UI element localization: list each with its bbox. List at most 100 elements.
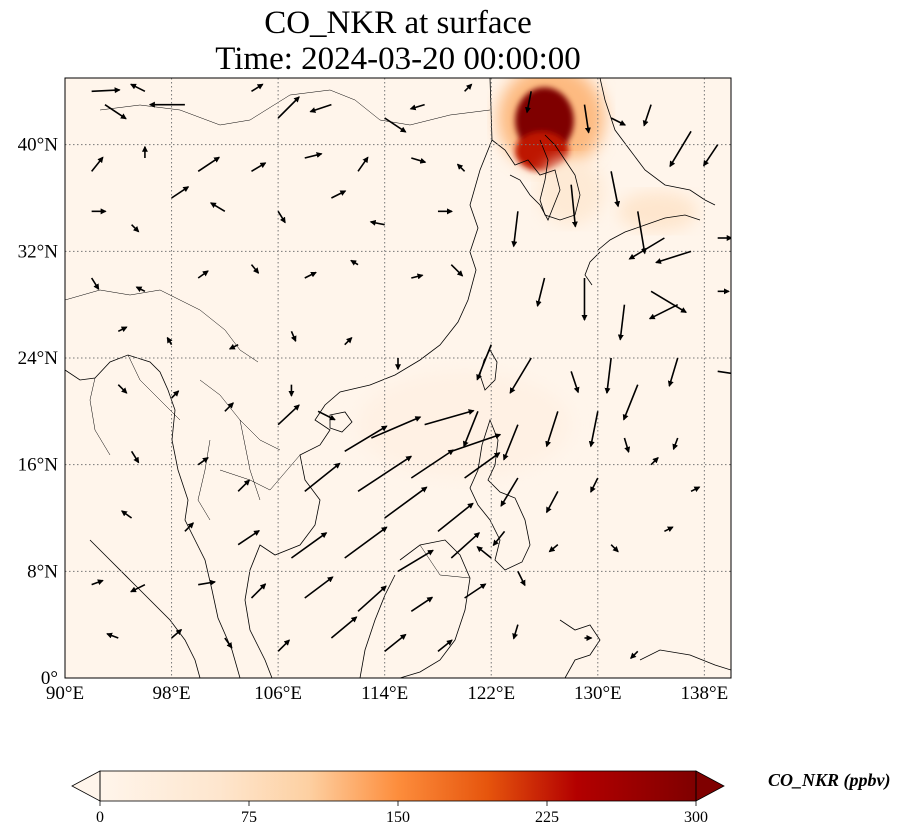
- wind-arrow: [464, 583, 487, 599]
- lat-tick-label: 16°N: [18, 455, 59, 476]
- wind-arrow: [304, 462, 341, 492]
- wind-arrow: [545, 490, 559, 514]
- wind-arrow: [464, 452, 501, 479]
- wind-arrow: [610, 544, 619, 553]
- wind-arrow: [171, 628, 183, 639]
- wind-arrow: [411, 157, 427, 164]
- wind-arrow: [304, 152, 323, 159]
- wind-arrow: [277, 404, 300, 426]
- plume-blob: [358, 371, 572, 478]
- colorbar-extend-min: [71, 770, 101, 802]
- wind-arrow: [357, 585, 387, 612]
- lat-tick-label: 32°N: [18, 241, 59, 262]
- wind-arrow: [437, 502, 474, 532]
- wind-arrow: [717, 370, 731, 375]
- wind-arrow: [397, 549, 434, 573]
- wind-arrow: [290, 331, 297, 343]
- wind-arrow: [135, 286, 146, 293]
- lon-tick-label: 106°E: [254, 683, 302, 704]
- wind-arrow: [450, 532, 481, 559]
- map-time: Time: 2024-03-20 00:00:00: [215, 41, 581, 77]
- wind-arrow: [250, 264, 260, 274]
- wind-arrow: [617, 304, 626, 341]
- wind-arrow: [130, 583, 146, 593]
- wind-arrow: [224, 402, 234, 412]
- wind-arrow: [690, 486, 701, 493]
- wind-arrow: [650, 456, 659, 466]
- wind-arrow: [317, 410, 336, 421]
- wind-arrow: [456, 163, 466, 172]
- lon-tick-label: 114°E: [361, 683, 408, 704]
- wind-arrow: [197, 457, 209, 466]
- wind-arrow: [357, 156, 369, 172]
- wind-arrow: [304, 576, 334, 599]
- wind-arrow: [650, 290, 687, 314]
- lat-tick-label: 24°N: [18, 348, 59, 369]
- wind-arrow: [350, 259, 359, 266]
- lat-tick-label: 0°: [41, 668, 58, 689]
- wind-arrow: [384, 117, 407, 133]
- wind-arrow: [628, 237, 665, 260]
- wind-arrow: [357, 455, 413, 493]
- wind-arrow: [535, 277, 546, 307]
- wind-arrow: [237, 530, 260, 546]
- wind-arrow: [464, 83, 473, 92]
- wind-arrow: [476, 344, 492, 381]
- wind-arrow: [451, 433, 502, 453]
- wind-arrow: [630, 650, 639, 660]
- wind-arrow: [198, 579, 216, 586]
- latitude-ticks: 0° 8°N 16°N 24°N 32°N 40°N: [18, 135, 59, 689]
- map-background: [65, 78, 731, 678]
- colorbar-tick-label: 0: [96, 809, 104, 826]
- colorbar: 0 75 150 225 300: [71, 770, 725, 826]
- wind-arrow: [91, 87, 121, 94]
- wind-arrow: [476, 546, 492, 559]
- coastline-philippines: [469, 418, 531, 571]
- wind-arrow: [277, 210, 286, 224]
- wind-arrow: [250, 583, 267, 599]
- colorbar-gradient: [100, 771, 696, 801]
- country-borders: [65, 89, 491, 579]
- coastline-taiwan: [479, 349, 498, 391]
- lon-tick-label: 130°E: [574, 683, 622, 704]
- wind-arrow: [570, 371, 580, 394]
- wind-arrow: [91, 156, 104, 172]
- lat-tick-label: 8°N: [27, 561, 58, 582]
- wind-arrow: [166, 336, 173, 346]
- wind-arrow: [667, 357, 679, 387]
- wind-arrow: [512, 624, 519, 640]
- wind-arrow: [500, 477, 519, 507]
- coastline-japan: [584, 78, 716, 286]
- wind-arrow: [344, 425, 388, 453]
- wind-arrow: [642, 104, 652, 127]
- wind-arrow: [304, 271, 317, 279]
- wind-arrow: [384, 633, 407, 652]
- wind-arrow: [331, 190, 347, 199]
- wind-arrow: [130, 83, 146, 93]
- colorbar-tick-label: 75: [241, 809, 257, 826]
- wind-arrow: [511, 211, 519, 248]
- lon-tick-label: 98°E: [152, 683, 190, 704]
- wind-arrow: [509, 357, 532, 394]
- wind-arrow: [424, 409, 475, 426]
- coastline-new-guinea: [639, 649, 731, 671]
- lon-tick-label: 138°E: [681, 683, 729, 704]
- wind-arrow: [462, 411, 479, 448]
- wind-arrow: [669, 130, 692, 168]
- wind-arrow: [171, 186, 190, 199]
- wind-arrow: [277, 96, 300, 119]
- border-lines: [65, 89, 491, 579]
- wind-arrow: [672, 437, 679, 451]
- wind-arrow: [106, 632, 119, 639]
- wind-arrow: [410, 596, 434, 612]
- lon-tick-label: 122°E: [467, 683, 515, 704]
- wind-arrow: [90, 277, 100, 291]
- colorbar-tick-label: 225: [535, 809, 559, 826]
- coastline-korea: [539, 134, 581, 221]
- wind-arrow: [604, 357, 612, 394]
- wind-arrow: [450, 264, 464, 277]
- colorbar-tick-label: 150: [386, 809, 410, 826]
- coastline-borneo: [359, 539, 471, 678]
- wind-arrow: [437, 639, 453, 652]
- map-title: CO_NKR at surface: [264, 5, 532, 41]
